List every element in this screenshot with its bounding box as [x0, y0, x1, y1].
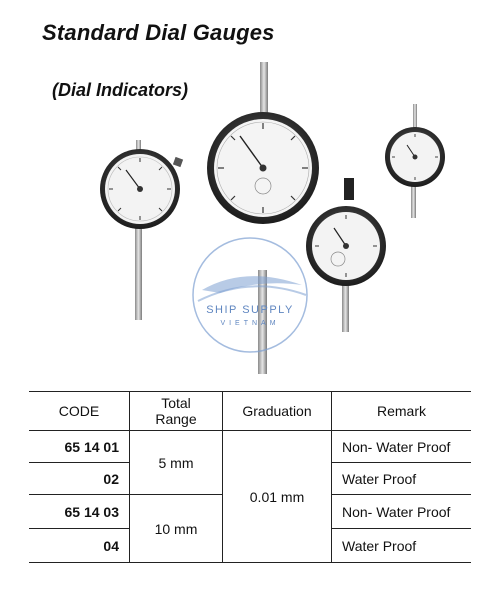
- header-remark: Remark: [331, 391, 471, 431]
- page-title: Standard Dial Gauges: [42, 20, 275, 45]
- range-cell: 5 mm: [129, 430, 223, 495]
- header-total-range-line1: Total: [161, 395, 191, 411]
- code-cell: 04: [29, 528, 130, 563]
- spec-table: CODE Total Range Graduation Remark 65 14…: [29, 391, 471, 563]
- range-cell: 10 mm: [129, 494, 223, 563]
- page-subtitle: (Dial Indicators): [52, 80, 189, 100]
- header-graduation: Graduation: [222, 391, 332, 431]
- dial-gauge-large: [207, 62, 319, 374]
- header-total-range-line2: Range: [155, 411, 197, 427]
- dial-gauges-photo: [100, 62, 445, 374]
- remark-cell: Non- Water Proof: [331, 430, 471, 463]
- table-row: 02 Water Proof: [29, 462, 471, 495]
- code-cell: 02: [29, 462, 130, 495]
- dial-gauge-small: [385, 104, 445, 218]
- table-header-row: CODE Total Range Graduation Remark: [29, 391, 471, 431]
- table-row: 04 Water Proof: [29, 528, 471, 563]
- remark-cell: Water Proof: [331, 528, 471, 563]
- remark-cell: Non- Water Proof: [331, 494, 471, 529]
- header-total-range: Total Range: [129, 391, 223, 431]
- code-cell: 65 14 01: [29, 430, 130, 463]
- watermark-country: VIETNAM: [220, 320, 280, 327]
- dial-gauge-medium: [306, 178, 386, 332]
- graduation-cell: 0.01 mm: [222, 430, 332, 563]
- code-cell: 65 14 03: [29, 494, 130, 529]
- dial-gauge-left: [100, 140, 184, 320]
- remark-cell: Water Proof: [331, 462, 471, 495]
- header-code: CODE: [29, 391, 130, 431]
- watermark-name: SHIP SUPPLY: [206, 304, 294, 316]
- ship-supply-logo: [192, 237, 308, 353]
- table-row: 65 14 01 5 mm 0.01 mm Non- Water Proof: [29, 430, 471, 563]
